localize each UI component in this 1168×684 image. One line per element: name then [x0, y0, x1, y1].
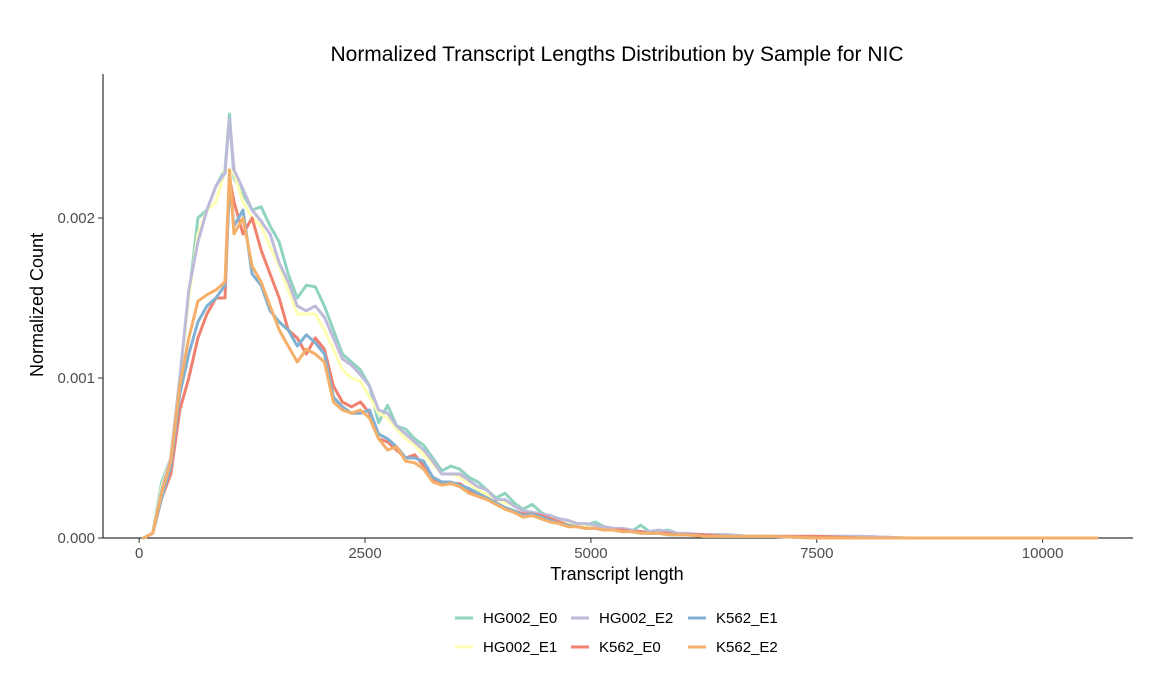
legend-label: HG002_E0: [483, 610, 557, 627]
legend-label: HG002_E2: [599, 610, 673, 627]
legend-label: K562_E2: [716, 639, 778, 656]
chart-title: Normalized Transcript Lengths Distributi…: [330, 43, 903, 66]
series-lines: [142, 112, 1099, 540]
series-line-k562-e2: [142, 168, 1099, 540]
x-tick-label: 0: [135, 545, 143, 562]
x-axis-title: Transcript length: [550, 564, 683, 584]
x-axis: 0 2500 5000 7500 10000: [103, 537, 1133, 562]
x-tick-label: 2500: [348, 545, 381, 562]
y-tick-label: 0.001: [57, 370, 95, 387]
y-tick-label: 0.002: [57, 210, 95, 227]
series-line-k562-e1: [142, 184, 1099, 540]
y-tick-label: 0.000: [57, 530, 95, 547]
series-line-hg002-e2: [142, 117, 1099, 540]
series-line-hg002-e1: [142, 168, 1099, 540]
legend-label: K562_E1: [716, 610, 778, 627]
x-tick-label: 10000: [1022, 545, 1064, 562]
y-axis: 0.000 0.001 0.002: [57, 74, 104, 547]
legend: HG002_E0 HG002_E2 K562_E1 HG002_E1 K562_E0 K5…: [455, 610, 778, 656]
x-tick-label: 7500: [800, 545, 833, 562]
x-tick-label: 5000: [574, 545, 607, 562]
legend-label: K562_E0: [599, 639, 661, 656]
series-line-k562-e0: [142, 176, 1099, 540]
legend-label: HG002_E1: [483, 639, 557, 656]
y-axis-title: Normalized Count: [27, 233, 47, 377]
